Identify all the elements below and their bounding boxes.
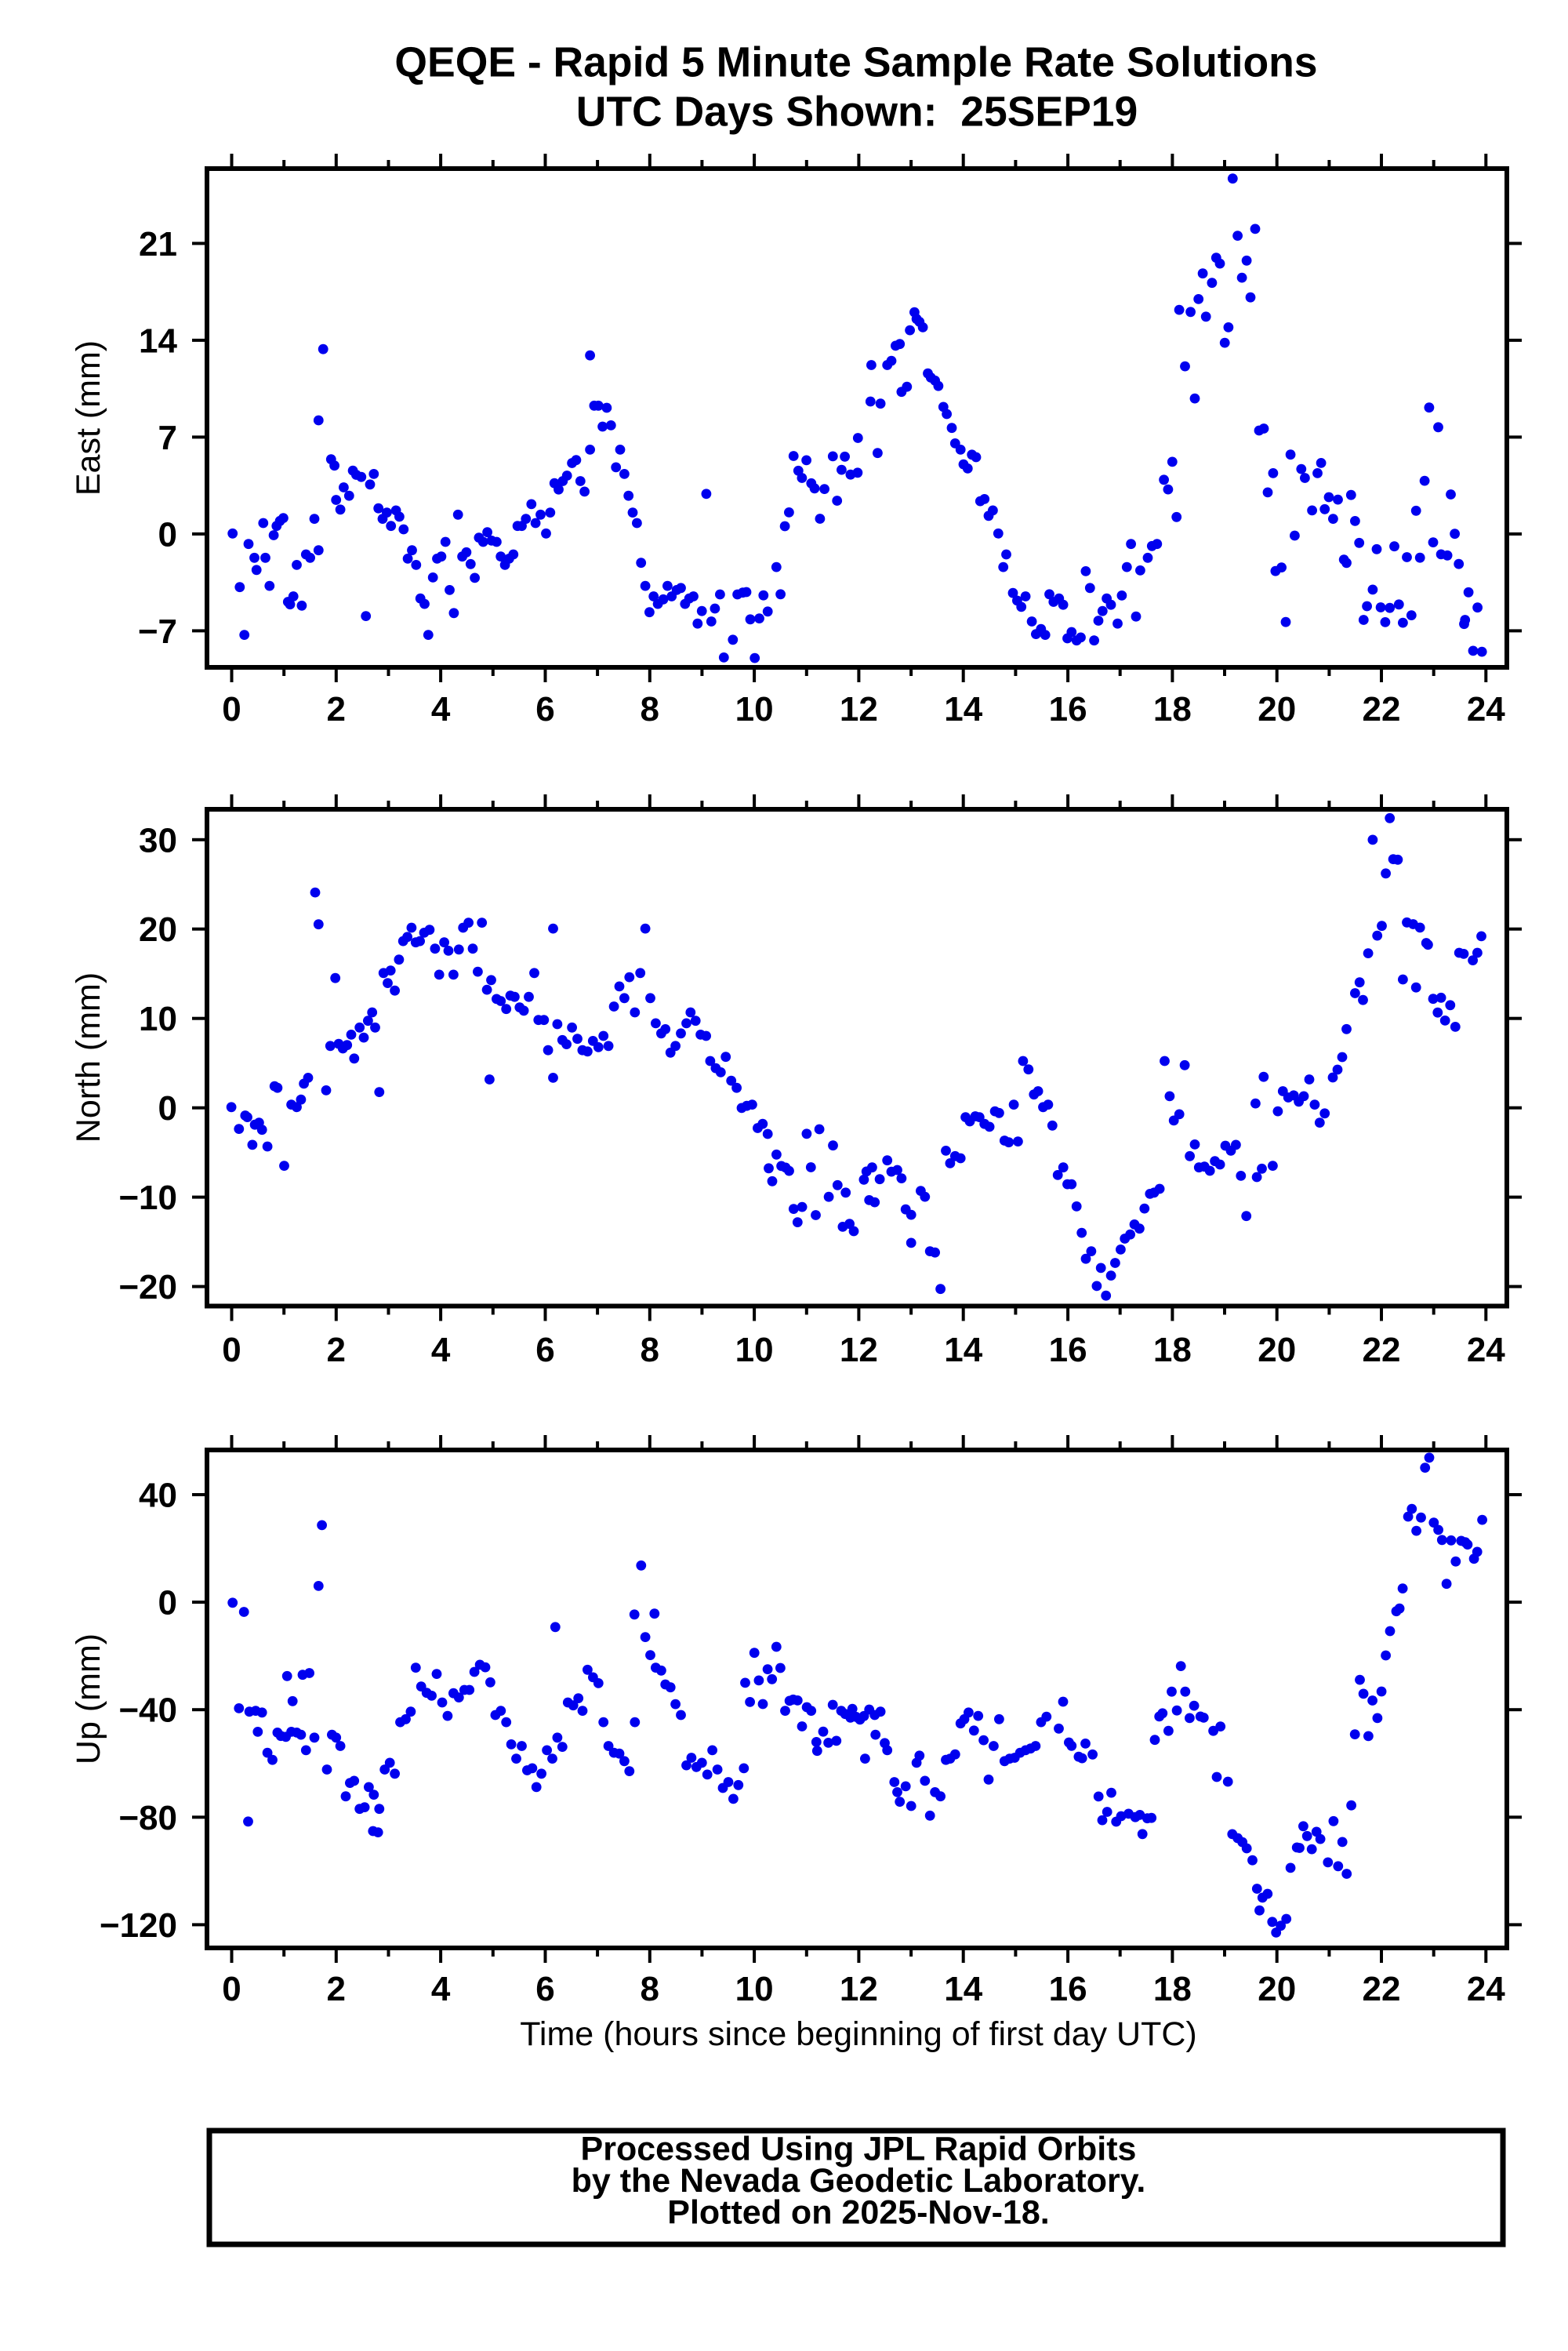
svg-text:Processed Using JPL Rapid Orbi: Processed Using JPL Rapid Orbits — [581, 2131, 1137, 2168]
svg-text:20: 20 — [1258, 1970, 1296, 2008]
svg-text:East (mm): East (mm) — [70, 340, 107, 496]
svg-text:0: 0 — [158, 515, 177, 554]
svg-text:QEQE - Rapid 5 Minute Sample R: QEQE - Rapid 5 Minute Sample Rate Soluti… — [394, 40, 1317, 86]
svg-text:12: 12 — [840, 690, 878, 729]
svg-text:−120: −120 — [100, 1906, 177, 1945]
svg-text:10: 10 — [735, 1331, 774, 1369]
svg-text:8: 8 — [641, 1970, 659, 2008]
svg-text:0: 0 — [158, 1584, 177, 1622]
svg-text:10: 10 — [139, 1000, 177, 1038]
svg-text:22: 22 — [1363, 1970, 1401, 2008]
svg-text:4: 4 — [431, 1331, 451, 1369]
svg-text:7: 7 — [158, 419, 177, 457]
svg-text:−80: −80 — [118, 1799, 177, 1837]
svg-text:20: 20 — [139, 910, 177, 949]
svg-text:14: 14 — [944, 1970, 982, 2008]
svg-text:16: 16 — [1049, 1331, 1087, 1369]
svg-text:18: 18 — [1153, 1331, 1192, 1369]
svg-text:12: 12 — [840, 1331, 878, 1369]
svg-text:−7: −7 — [138, 612, 177, 651]
svg-text:4: 4 — [431, 690, 451, 729]
svg-text:20: 20 — [1258, 690, 1296, 729]
svg-text:Up (mm): Up (mm) — [70, 1633, 107, 1764]
svg-text:4: 4 — [431, 1970, 451, 2008]
svg-text:6: 6 — [535, 1970, 554, 2008]
svg-text:8: 8 — [641, 1331, 659, 1369]
svg-text:18: 18 — [1153, 690, 1192, 729]
svg-text:30: 30 — [139, 821, 177, 859]
svg-text:40: 40 — [139, 1477, 177, 1515]
svg-text:6: 6 — [535, 1331, 554, 1369]
svg-text:10: 10 — [735, 1970, 774, 2008]
svg-text:14: 14 — [944, 690, 982, 729]
svg-text:22: 22 — [1363, 1331, 1401, 1369]
svg-text:Plotted on 2025-Nov-18.: Plotted on 2025-Nov-18. — [667, 2193, 1049, 2231]
svg-text:16: 16 — [1049, 1970, 1087, 2008]
svg-text:0: 0 — [222, 690, 241, 729]
svg-text:2: 2 — [327, 1331, 346, 1369]
svg-text:UTC Days Shown: 25SEP19: UTC Days Shown: 25SEP19 — [576, 89, 1138, 136]
svg-text:18: 18 — [1153, 1970, 1192, 2008]
svg-text:2: 2 — [327, 1970, 346, 2008]
svg-text:20: 20 — [1258, 1331, 1296, 1369]
svg-text:2: 2 — [327, 690, 346, 729]
svg-text:−20: −20 — [118, 1268, 177, 1306]
svg-text:by the Nevada Geodetic Laborat: by the Nevada Geodetic Laboratory. — [572, 2162, 1146, 2200]
svg-text:14: 14 — [944, 1331, 982, 1369]
svg-text:−10: −10 — [118, 1179, 177, 1217]
svg-text:24: 24 — [1467, 1970, 1505, 2008]
svg-text:14: 14 — [139, 322, 177, 360]
svg-text:−40: −40 — [118, 1691, 177, 1730]
svg-text:10: 10 — [735, 690, 774, 729]
svg-text:6: 6 — [535, 690, 554, 729]
svg-text:0: 0 — [222, 1331, 241, 1369]
svg-text:24: 24 — [1467, 690, 1505, 729]
svg-text:0: 0 — [158, 1089, 177, 1128]
svg-text:16: 16 — [1049, 690, 1087, 729]
svg-text:22: 22 — [1363, 690, 1401, 729]
svg-text:Time (hours since beginning of: Time (hours since beginning of first day… — [520, 2015, 1197, 2053]
svg-text:8: 8 — [641, 690, 659, 729]
svg-text:12: 12 — [840, 1970, 878, 2008]
svg-text:24: 24 — [1467, 1331, 1505, 1369]
svg-text:0: 0 — [222, 1970, 241, 2008]
svg-text:21: 21 — [139, 225, 177, 263]
svg-text:North (mm): North (mm) — [70, 972, 107, 1143]
